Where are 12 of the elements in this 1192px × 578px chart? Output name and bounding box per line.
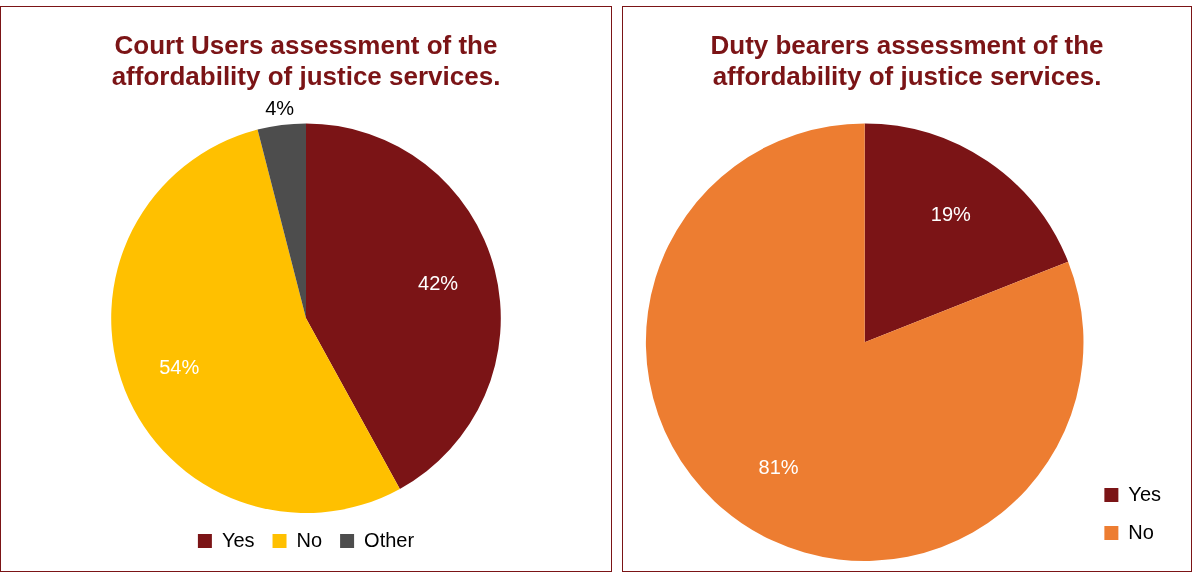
legend-label: Yes (221, 528, 255, 551)
legend-label: No (296, 528, 323, 551)
legend-label: Yes (1128, 482, 1162, 505)
chart-title: Duty bearers assessment of the affordability of justice services. (710, 29, 1104, 91)
data-label: 81% (758, 456, 799, 479)
data-label: 4% (265, 96, 295, 119)
chart-title: Court Users assessment of the affordability of justice services. (111, 29, 501, 91)
legend-label: Other (364, 528, 415, 551)
data-label: 42% (418, 271, 459, 294)
data-label: 19% (930, 203, 972, 226)
legend-label: No (1128, 520, 1154, 543)
data-label: 54% (159, 355, 200, 378)
